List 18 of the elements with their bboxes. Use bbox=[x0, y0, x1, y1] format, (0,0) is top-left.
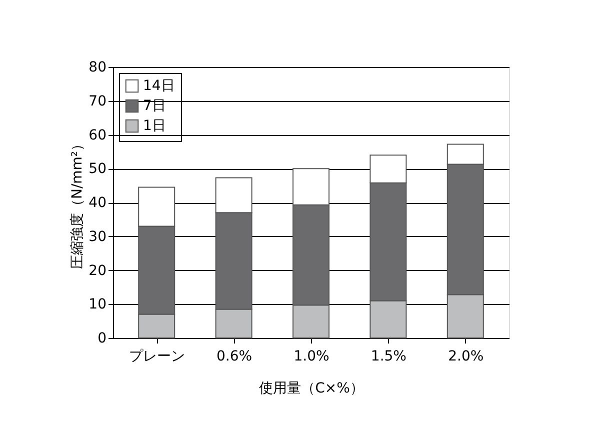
x-tick-label: 1.5% bbox=[370, 348, 406, 364]
x-axis-title: 使用量（C×%） bbox=[259, 380, 364, 396]
y-axis-title: 圧縮強度（N/mm²） bbox=[70, 136, 86, 270]
y-tick-label: 70 bbox=[88, 93, 106, 110]
y-tick-label: 50 bbox=[88, 161, 106, 178]
x-tick-label: プレーン bbox=[129, 348, 186, 364]
y-tick-label: 60 bbox=[88, 127, 106, 144]
y-tick-label: 80 bbox=[88, 60, 106, 76]
y-tick-label: 10 bbox=[88, 296, 106, 313]
y-tick-label: 40 bbox=[88, 195, 106, 211]
x-tick-label: 1.0% bbox=[294, 348, 330, 364]
legend-label: 1日 bbox=[143, 118, 166, 134]
x-tick-label: 0.6% bbox=[216, 348, 252, 364]
x-tick-label: 2.0% bbox=[448, 348, 484, 364]
y-tick-label: 20 bbox=[88, 262, 106, 279]
y-tick-label: 30 bbox=[88, 228, 106, 245]
legend-label: 14日 bbox=[143, 78, 175, 94]
y-tick-label: 0 bbox=[98, 330, 106, 346]
